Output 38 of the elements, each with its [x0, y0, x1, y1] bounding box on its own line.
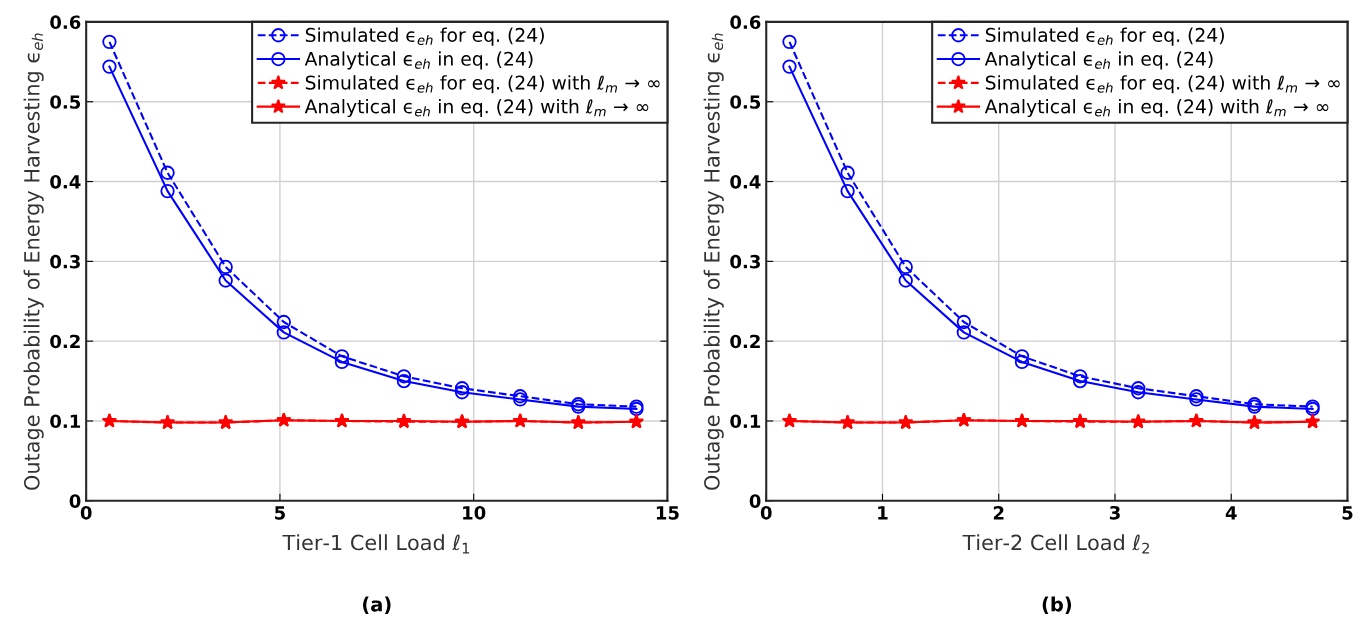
y-tick-label: 0.1	[730, 414, 761, 429]
text: (b)	[1042, 596, 1072, 614]
legend-label: Analytical ϵ$_{eh}$ in eq. (24)	[304, 51, 533, 70]
legend-label: Simulated ϵ$_{eh}$ for eq. (24) with ℓ$_{m}$ → ∞	[985, 75, 1340, 94]
y-tick-label: 0.5	[50, 95, 81, 109]
x-tick-label: 4	[1225, 506, 1237, 520]
x-tick-label: 10	[463, 505, 486, 520]
y-tick-label: 0.4	[730, 175, 761, 189]
y-axis-title: Outage Probability of Energy Harvesting ϵ$_{eh}$	[23, 33, 44, 490]
x-axis-title: Tier-1 Cell Load ℓ$_{1}$	[282, 534, 470, 554]
x-tick-label: 0	[80, 505, 92, 520]
legend-label: Simulated ϵ$_{eh}$ for eq. (24)	[985, 27, 1224, 46]
legend-label: Simulated ϵ$_{eh}$ for eq. (24)	[305, 27, 544, 46]
y-tick-label: 0.2	[50, 334, 80, 349]
y-tick-label: 0.1	[50, 414, 81, 429]
x-tick-label: 1	[878, 506, 888, 520]
x-tick-label: 3	[1109, 505, 1120, 520]
x-tick-label: 0	[760, 505, 772, 520]
x-tick-label: 5	[1342, 506, 1353, 520]
legend-label: Analytical ϵ$_{eh}$ in eq. (24)	[984, 51, 1213, 70]
legend-label: Analytical ϵ$_{eh}$ in eq. (24) with ℓ$_{m}$ → ∞	[984, 98, 1329, 118]
y-tick-label: 0.3	[730, 254, 760, 269]
y-tick-label: 0.2	[730, 334, 760, 349]
legend-label: Simulated ϵ$_{eh}$ for eq. (24) with ℓ$_{m}$ → ∞	[305, 75, 660, 94]
legend-label: Analytical ϵ$_{eh}$ in eq. (24) with ℓ$_{m}$ → ∞	[304, 98, 649, 118]
y-axis-title: Outage Probability of Energy Harvesting ϵ$_{eh}$	[703, 33, 724, 490]
x-tick-label: 2	[993, 505, 1004, 520]
x-tick-label: 5	[275, 506, 285, 520]
y-tick-label: 0	[749, 494, 761, 508]
y-tick-label: 0.6	[730, 15, 761, 30]
y-tick-label: 0.5	[730, 95, 761, 109]
x-axis-title: Tier-2 Cell Load ℓ$_{2}$	[962, 534, 1150, 554]
y-tick-label: 0.4	[50, 175, 81, 189]
y-tick-label: 0	[69, 494, 81, 508]
text: (a)	[363, 596, 391, 614]
y-tick-label: 0.3	[50, 254, 80, 269]
x-tick-label: 15	[656, 506, 679, 520]
y-tick-label: 0.6	[50, 15, 81, 30]
